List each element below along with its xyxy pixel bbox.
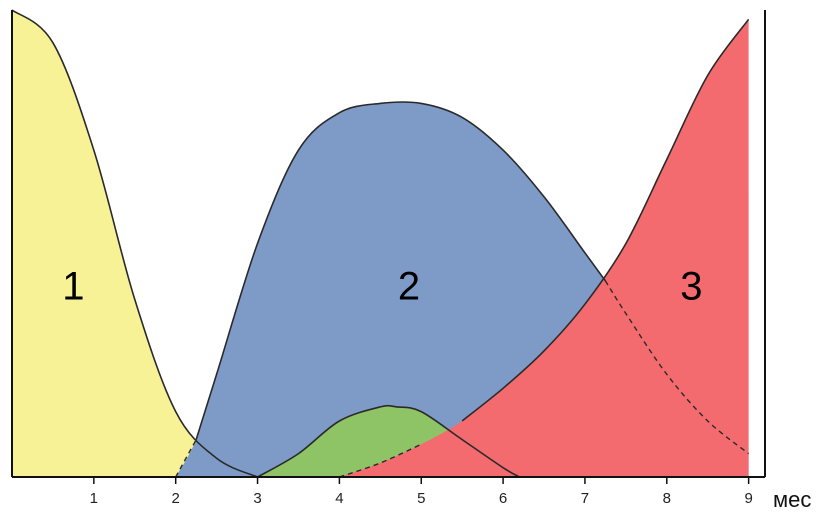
region-label-3: 3	[680, 265, 702, 309]
series-4-area	[339, 19, 749, 478]
x-tick-label-1: 1	[90, 490, 98, 507]
x-tick-label-6: 6	[499, 490, 507, 507]
region-label-1: 1	[62, 265, 84, 309]
series-2-outline	[195, 101, 607, 440]
series-3-outline	[257, 404, 520, 478]
series-1-area	[12, 10, 258, 477]
x-tick-label-9: 9	[744, 490, 752, 507]
x-tick-label-4: 4	[335, 490, 343, 507]
series-2-dashed-start	[175, 439, 197, 478]
series-4-outline	[461, 18, 750, 422]
x-tick-label-3: 3	[253, 490, 261, 507]
series-1-outline	[11, 9, 258, 478]
series-2-dashed-end	[604, 280, 750, 455]
x-tick-label-8: 8	[663, 490, 671, 507]
x-tick-label-5: 5	[417, 490, 425, 507]
x-axis-unit-label: мес	[773, 487, 811, 512]
x-tick-label-7: 7	[581, 490, 589, 507]
x-tick-label-2: 2	[172, 490, 180, 507]
region-label-2: 2	[398, 265, 420, 309]
series-4-dashed-start	[339, 443, 422, 478]
